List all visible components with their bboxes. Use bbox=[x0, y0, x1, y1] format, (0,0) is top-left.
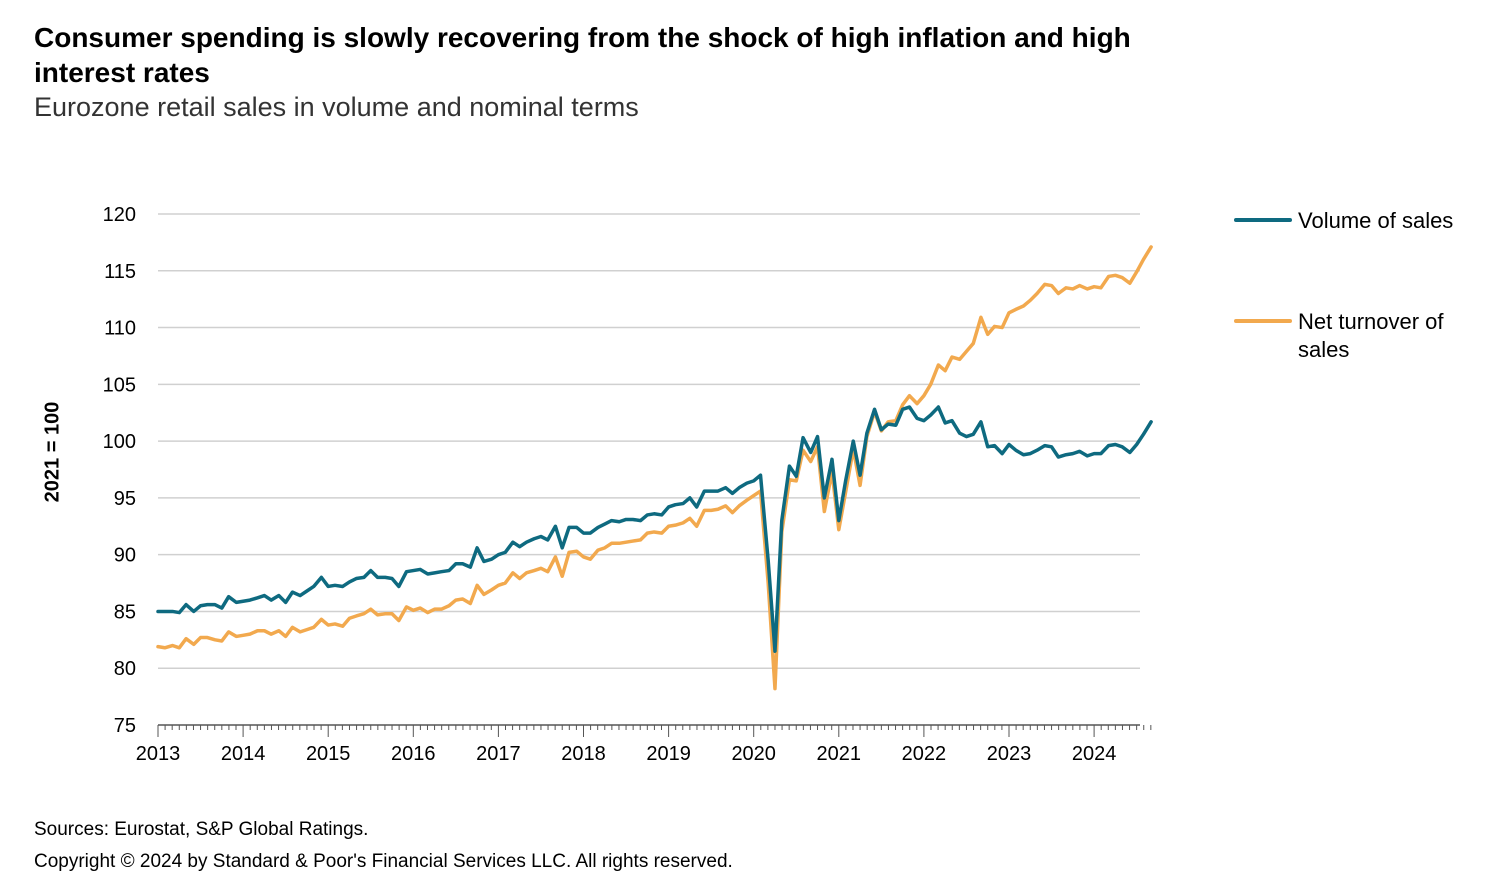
x-tick-label: 2013 bbox=[136, 743, 181, 765]
source-note: Sources: Eurostat, S&P Global Ratings. bbox=[34, 819, 369, 840]
x-tick-label: 2019 bbox=[646, 743, 691, 765]
x-tick-label: 2022 bbox=[902, 743, 947, 765]
y-tick-label: 100 bbox=[103, 431, 136, 453]
y-tick-label: 95 bbox=[114, 488, 136, 510]
x-tick-label: 2023 bbox=[987, 743, 1032, 765]
y-tick-label: 90 bbox=[114, 545, 136, 567]
legend-swatch-turnover bbox=[1234, 319, 1292, 323]
x-tick-label: 2016 bbox=[391, 743, 436, 765]
copyright-note: Copyright © 2024 by Standard & Poor's Fi… bbox=[34, 851, 733, 872]
x-tick-label: 2015 bbox=[306, 743, 351, 765]
x-tick-label: 2017 bbox=[476, 743, 521, 765]
y-tick-label: 115 bbox=[104, 261, 136, 283]
y-tick-label: 105 bbox=[103, 374, 136, 396]
legend-label-volume: Volume of sales bbox=[1298, 208, 1454, 233]
chart-title: Consumer spending is slowly recovering f… bbox=[34, 22, 1131, 88]
y-tick-label: 110 bbox=[104, 318, 136, 340]
y-tick-label: 80 bbox=[114, 658, 136, 680]
x-tick-label: 2021 bbox=[817, 743, 862, 765]
x-tick-label: 2020 bbox=[731, 743, 776, 765]
x-tick-label: 2014 bbox=[221, 743, 266, 765]
series-line-net-turnover-of-sales bbox=[156, 245, 1153, 691]
series-line-volume-of-sales bbox=[156, 405, 1153, 653]
legend-item-turnover[interactable]: Net turnover of sales bbox=[1234, 308, 1473, 364]
y-tick-labels: 75 80 85 90 95 100 105 110 115 120 bbox=[103, 204, 136, 737]
legend-label-turnover: Net turnover of sales bbox=[1298, 309, 1444, 362]
y-tick-label: 85 bbox=[114, 601, 136, 623]
x-tick-label: 2018 bbox=[561, 743, 606, 765]
chart-subtitle: Eurozone retail sales in volume and nomi… bbox=[34, 92, 639, 122]
legend-swatch-volume bbox=[1234, 218, 1292, 222]
series-lines bbox=[156, 245, 1153, 691]
y-tick-label: 75 bbox=[114, 715, 136, 737]
x-tick-labels: 2013 2014 2015 2016 2017 2018 2019 2020 2021 2022… bbox=[136, 743, 1117, 765]
axes bbox=[157, 724, 1152, 737]
grid-lines bbox=[158, 213, 1140, 669]
legend-item-volume[interactable]: Volume of sales bbox=[1234, 207, 1473, 235]
y-tick-label: 120 bbox=[103, 204, 136, 226]
x-tick-label: 2024 bbox=[1072, 743, 1117, 765]
